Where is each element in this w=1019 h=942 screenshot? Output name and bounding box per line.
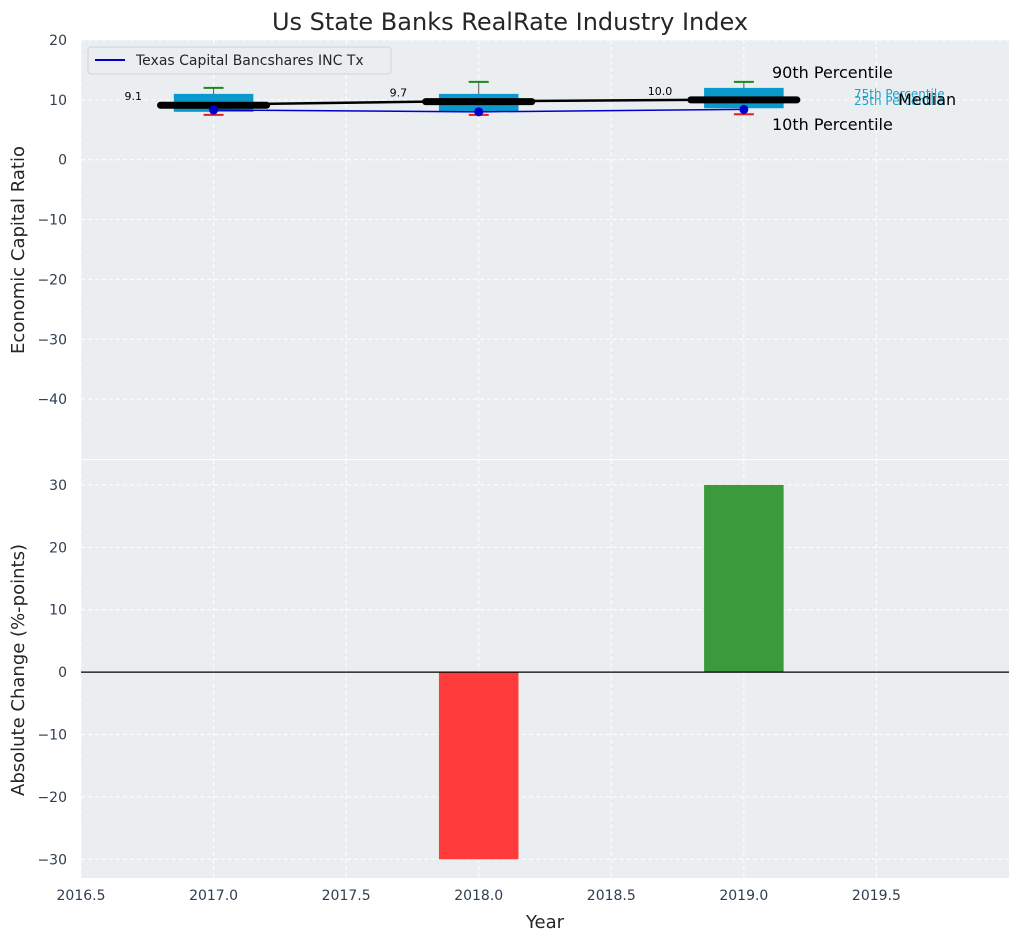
annotation-p10: 10th Percentile — [772, 115, 893, 134]
top-ylabel: Economic Capital Ratio — [8, 146, 29, 354]
median-value-label: 9.7 — [390, 87, 408, 100]
x-tick-label: 2018.5 — [587, 888, 636, 904]
annotation-median: Median — [898, 90, 956, 109]
top-panel: 20 10 0 −10 −20 −30 −40 9.1 9.7 10.0 — [37, 33, 1009, 459]
xlabel: Year — [525, 912, 565, 933]
bottom-y-tick-label: 10 — [49, 603, 67, 619]
annotation-p90: 90th Percentile — [772, 63, 893, 82]
x-tick-label: 2018.0 — [454, 888, 503, 904]
legend: Texas Capital Bancshares INC Tx — [87, 46, 392, 75]
x-tick-label: 2017.0 — [189, 888, 238, 904]
x-tick-label: 2017.5 — [322, 888, 371, 904]
median-trend-line — [160, 98, 691, 107]
bottom-y-tick-label: −20 — [37, 790, 67, 806]
bottom-plot-area — [81, 460, 1009, 878]
top-y-tick-label: −40 — [37, 392, 67, 408]
annotation-p25: 25th Percentile — [854, 94, 945, 108]
bottom-panel: 2016.5 2017.0 2017.5 2018.0 2018.5 2019.0 2019… — [37, 460, 1009, 904]
top-y-tick-label: 0 — [58, 153, 67, 169]
median-value-label: 9.1 — [124, 90, 142, 103]
bottom-y-tick-label: −10 — [37, 728, 67, 744]
bottom-y-tick-label: 20 — [49, 540, 67, 556]
median-value-label: 10.0 — [648, 85, 673, 98]
top-y-tick-label: 20 — [49, 33, 67, 49]
legend-label: Texas Capital Bancshares INC Tx — [135, 53, 364, 69]
bottom-ylabel: Absolute Change (%-points) — [8, 544, 29, 796]
x-tick-label: 2016.5 — [57, 888, 106, 904]
company-series-point — [739, 104, 749, 114]
change-bar — [438, 672, 519, 860]
x-tick-label: 2019.0 — [719, 888, 768, 904]
bottom-y-tick-label: 30 — [49, 478, 67, 494]
top-y-tick-label: −20 — [37, 272, 67, 288]
top-y-tick-label: 10 — [49, 93, 67, 109]
company-series-point — [209, 105, 219, 115]
x-tick-label: 2019.5 — [852, 888, 901, 904]
top-y-tick-label: −10 — [37, 213, 67, 229]
top-y-tick-label: −30 — [37, 332, 67, 348]
bottom-y-tick-label: 0 — [58, 665, 67, 681]
change-bar — [704, 484, 784, 673]
company-series-point — [474, 107, 484, 117]
bottom-y-tick-label: −30 — [37, 852, 67, 868]
chart-title: Us State Banks RealRate Industry Index — [272, 8, 748, 36]
annotation-p75: 75th Percentile — [854, 87, 945, 101]
